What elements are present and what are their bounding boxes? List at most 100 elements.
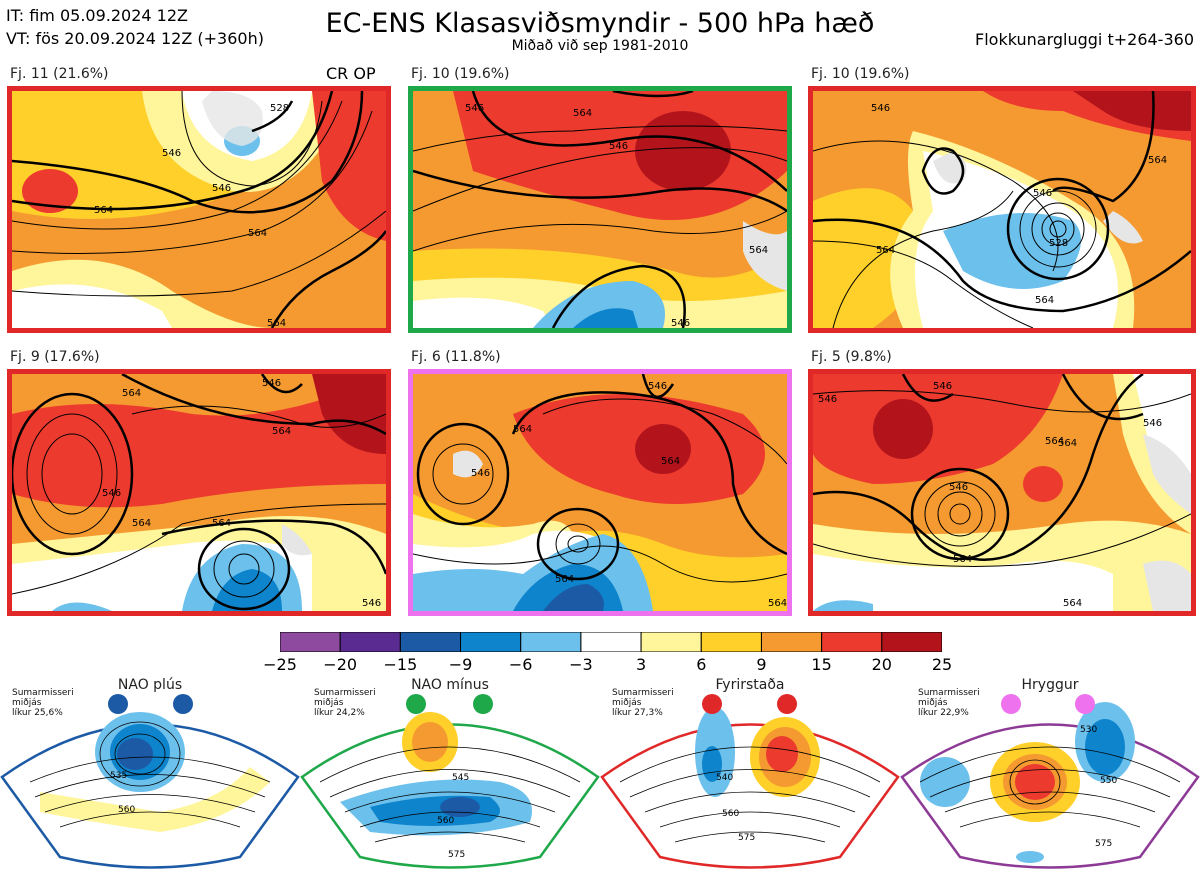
regime-season: Sumarmisseri (918, 688, 980, 698)
regime-3-title: Fyrirstaða (715, 677, 785, 693)
regime-metric: miðjás (918, 698, 948, 708)
contour-label: 546 (362, 598, 381, 609)
panel-5-map: 546 564 546 564 564 564 (408, 369, 792, 616)
colorbar-swatch (460, 631, 522, 653)
colorbar-tick-label: 6 (696, 655, 707, 674)
colorbar-tick-label: 25 (931, 655, 953, 674)
colorbar-swatch (520, 631, 582, 653)
regime-4-dot-right (1075, 694, 1095, 714)
regime-4-map (900, 702, 1200, 869)
panel-2-label: Fj. 10 (19.6%) (411, 66, 510, 82)
contour-label: 546 (949, 482, 968, 493)
panel-4-map: 564 546 546 564 564 564 546 (7, 369, 391, 616)
regime-season: Sumarmisseri (314, 688, 376, 698)
colorbar-swatch (279, 631, 341, 653)
colorbar-swatch (339, 631, 401, 653)
regime-1-dot-right (173, 694, 193, 714)
contour-label: 564 (876, 245, 895, 256)
contour-label: 545 (452, 773, 469, 783)
header-dates: IT: fim 05.09.2024 12Z VT: fös 20.09.202… (6, 4, 264, 50)
contour-label: 546 (871, 103, 890, 114)
regime-2-dot-left (406, 694, 426, 714)
regime-3-info: Sumarmisseri miðjás líkur 27,3% (612, 688, 674, 718)
contour-label: 560 (437, 816, 454, 826)
colorbar (279, 631, 943, 653)
contour-label: 564 (1045, 436, 1064, 447)
contour-label: 546 (671, 318, 690, 328)
colorbar-tick-label: 9 (756, 655, 767, 674)
contour-label: 564 (953, 554, 972, 565)
contour-label: 546 (212, 183, 231, 194)
colorbar-swatch (640, 631, 702, 653)
contour-label: 564 (132, 518, 151, 529)
colorbar-swatch (881, 631, 943, 653)
contour-label: 564 (94, 205, 113, 216)
contour-label: 546 (465, 103, 484, 114)
contour-label: 575 (1095, 839, 1112, 849)
valid-time: VT: fös 20.09.2024 12Z (+360h) (6, 29, 264, 48)
contour-label: 540 (716, 773, 733, 783)
panel-2-map: 546 564 546 564 546 (408, 86, 792, 333)
colorbar-labels: −25 −20 −15 −9 −6 −3 3 6 9 15 20 25 (260, 655, 960, 675)
regime-3-dot-left (702, 694, 722, 714)
contour-label: 535 (110, 771, 127, 781)
contour-label: 560 (722, 809, 739, 819)
colorbar-swatch (700, 631, 762, 653)
contour-label: 564 (1035, 295, 1054, 306)
init-time: IT: fim 05.09.2024 12Z (6, 6, 188, 25)
contour-label: 546 (162, 148, 181, 159)
colorbar-swatches (279, 631, 943, 653)
contour-label: 546 (818, 394, 837, 405)
regime-metric: miðjás (314, 698, 344, 708)
colorbar-swatch (821, 631, 883, 653)
contour-label: 560 (118, 805, 135, 815)
regime-probability: líkur 25,6% (12, 708, 63, 718)
colorbar-tick-label: 20 (871, 655, 892, 674)
contour-label: 530 (1080, 725, 1097, 735)
regime-2-map (300, 712, 600, 869)
cr-op-label: CR OP (326, 64, 376, 83)
contour-label: 564 (768, 598, 787, 609)
regime-2-title: NAO mínus (411, 677, 489, 693)
contour-label: 546 (933, 381, 952, 392)
panel-1-map: 546 528 546 564 564 564 (7, 86, 391, 333)
colorbar-tick-label: −3 (569, 655, 593, 674)
regime-metric: miðjás (612, 698, 642, 708)
contour-label: 546 (609, 141, 628, 152)
colorbar-swatch (760, 631, 823, 653)
colorbar-tick-label: −9 (448, 655, 473, 674)
regime-metric: miðjás (12, 698, 42, 708)
panel-3-label: Fj. 10 (19.6%) (811, 66, 910, 82)
contour-label: 564 (513, 424, 532, 435)
regime-row: 535 560 545 560 575 540 560 575 530 550 … (0, 672, 1200, 871)
contour-label: 546 (262, 378, 281, 389)
regime-probability: líkur 24,2% (314, 708, 365, 718)
classification-window: Flokkunargluggi t+264-360 (975, 30, 1194, 49)
regime-2-dot-right (473, 694, 493, 714)
contour-label: 564 (122, 388, 141, 399)
contour-label: 546 (471, 468, 490, 479)
regime-maps: 535 560 545 560 575 540 560 575 530 550 … (0, 694, 1200, 869)
panel-6-map: 546 546 564 546 546 564 564 564 (808, 369, 1196, 616)
contour-label: 546 (1143, 418, 1162, 429)
contour-label: 546 (102, 488, 121, 499)
colorbar-tick-label: −15 (383, 655, 418, 674)
page-title: EC-ENS Klasasviðsmyndir - 500 hPa hæð (325, 8, 875, 39)
contour-label: 564 (661, 456, 680, 467)
contour-label: 550 (1100, 776, 1117, 786)
colorbar-tick-label: 15 (811, 655, 832, 674)
regime-1-dot-left (108, 694, 128, 714)
panel-6-label: Fj. 5 (9.8%) (811, 349, 892, 365)
panel-1-label: Fj. 11 (21.6%) (10, 66, 109, 82)
regime-3-map (600, 707, 900, 869)
page-subtitle: Miðað við sep 1981-2010 (511, 38, 689, 54)
regime-3-dot-right (777, 694, 797, 714)
contour-label: 528 (1049, 238, 1068, 249)
contour-label: 564 (573, 108, 592, 119)
regime-4-title: Hryggur (1021, 677, 1079, 693)
contour-label: 575 (448, 850, 465, 860)
contour-label: 564 (272, 426, 291, 437)
colorbar-tick-label: −6 (508, 655, 533, 674)
contour-label: 564 (248, 228, 267, 239)
contour-label: 546 (1033, 188, 1052, 199)
